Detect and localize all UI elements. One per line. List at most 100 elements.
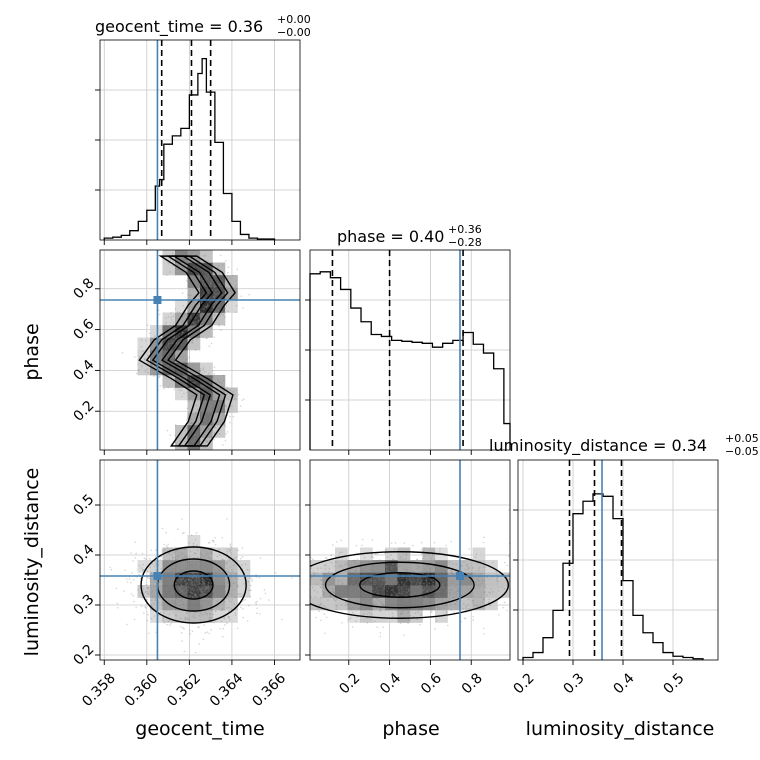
- panel-geocent_time-vs-luminosity_distance-point-850: [146, 570, 149, 572]
- panel-geocent_time-vs-luminosity_distance-point-1696: [176, 555, 179, 558]
- panel-phase-vs-luminosity_distance-point-250: [450, 540, 452, 543]
- panel-phase-vs-luminosity_distance-point-304: [371, 539, 374, 541]
- panel-geocent_time-vs-phase-density-9-3: [212, 400, 226, 413]
- panel-geocent_time-vs-luminosity_distance-point-648: [189, 591, 191, 593]
- panel-phase-vs-luminosity_distance-point-586: [432, 581, 435, 583]
- panel-phase-vs-luminosity_distance-point-1664: [308, 574, 310, 576]
- panel-geocent_time-vs-luminosity_distance-point-1632: [229, 571, 232, 574]
- panel-geocent_time-vs-luminosity_distance-point-1240: [219, 627, 222, 630]
- panel-geocent_time-vs-luminosity_distance-point-1562: [196, 595, 198, 598]
- panel-geocent_time-vs-luminosity_distance-point-1958: [172, 579, 174, 582]
- panel-phase-vs-luminosity_distance-point-2118: [408, 579, 411, 582]
- panel-phase-vs-luminosity_distance-density-2-6: [335, 572, 348, 586]
- panel-geocent_time-vs-luminosity_distance-point-592: [182, 564, 185, 567]
- panel-geocent_time-vs-luminosity_distance-point-290: [255, 603, 258, 606]
- panel-phase-vs-luminosity_distance-point-34: [415, 581, 418, 584]
- panel-geocent_time-vs-phase-point-1896: [202, 372, 204, 375]
- panel-geocent_time-vs-luminosity_distance-point-492: [202, 581, 205, 583]
- panel-geocent_time-vs-luminosity_distance-point-1720: [169, 551, 171, 554]
- panel-phase-vs-luminosity_distance-point-1146: [472, 567, 474, 569]
- panel-geocent_time-vs-luminosity_distance-point-664: [202, 599, 204, 602]
- hist-geocent_time-steps: [103, 58, 276, 240]
- panel-geocent_time-vs-phase-point-520: [150, 373, 152, 376]
- panel-geocent_time-vs-luminosity_distance-point-1964: [130, 593, 133, 595]
- panel-geocent_time-vs-phase-point-1812: [201, 422, 204, 425]
- panel-geocent_time-vs-luminosity_distance-point-1356: [207, 541, 210, 544]
- panel-phase-vs-luminosity_distance-point-1810: [331, 561, 333, 564]
- panel-geocent_time-vs-luminosity_distance-point-1584: [207, 599, 209, 602]
- panel-geocent_time-vs-luminosity_distance-point-324: [115, 587, 118, 590]
- panel-geocent_time-vs-phase-point-926: [182, 360, 185, 363]
- panel-phase-vs-luminosity_distance-point-1260: [385, 560, 388, 563]
- panel-geocent_time-vs-luminosity_distance-point-130: [237, 593, 239, 595]
- panel-geocent_time-vs-luminosity_distance-point-510: [221, 537, 224, 539]
- panel-geocent_time-vs-phase-point-806: [185, 376, 187, 379]
- panel-geocent_time-vs-luminosity_distance-point-1492: [180, 598, 183, 601]
- panel-geocent_time-vs-phase-point-1478: [212, 402, 215, 405]
- panel-geocent_time-vs-phase-point-152: [172, 324, 174, 326]
- panel-geocent_time-vs-luminosity_distance-point-1448: [163, 571, 165, 574]
- panel-phase-vs-luminosity_distance-point-1684: [417, 603, 420, 606]
- panel-phase-vs-luminosity_distance-point-1452: [431, 583, 434, 586]
- panel-phase-vs-luminosity_distance-point-848: [437, 565, 439, 568]
- panel-phase-vs-luminosity_distance-point-740: [483, 633, 485, 635]
- panel-geocent_time-vs-phase-point-430: [235, 290, 237, 292]
- panel-phase-vs-luminosity_distance-point-1058: [379, 610, 382, 612]
- panel-geocent_time-vs-luminosity_distance-point-840: [211, 539, 214, 542]
- panel-geocent_time-vs-phase-point-2072: [191, 321, 194, 324]
- panel-phase-vs-luminosity_distance-point-1748: [312, 571, 315, 574]
- panel-geocent_time-vs-luminosity_distance-point-78: [180, 604, 183, 606]
- panel-geocent_time-vs-luminosity_distance-point-1182: [171, 582, 173, 585]
- panel-geocent_time-vs-phase-density-5-14: [162, 262, 176, 276]
- panel-phase-vs-luminosity_distance-point-1568: [415, 583, 418, 586]
- hist-luminosity_distance-xtick-label-1: 0.3: [561, 670, 588, 697]
- panel-phase-vs-luminosity_distance-point-832: [384, 588, 386, 590]
- panel-phase-vs-luminosity_distance-point-1998: [463, 617, 466, 619]
- panel-geocent_time-vs-luminosity_distance-point-322: [214, 536, 216, 539]
- panel-geocent_time-vs-luminosity_distance-point-634: [229, 558, 231, 561]
- panel-geocent_time-vs-phase-point-946: [181, 332, 184, 334]
- panel-phase-vs-luminosity_distance-point-468: [418, 588, 421, 591]
- panel-geocent_time-vs-luminosity_distance-point-1408: [204, 587, 207, 589]
- panel-geocent_time-vs-phase-point-1990: [198, 274, 201, 277]
- panel-geocent_time-vs-luminosity_distance-density-6-8: [175, 547, 188, 561]
- panel-geocent_time-vs-luminosity_distance-point-34: [202, 638, 205, 641]
- panel-phase-vs-luminosity_distance-point-2066: [430, 578, 432, 581]
- panel-geocent_time-vs-luminosity_distance-point-996: [233, 602, 235, 605]
- panel-geocent_time-vs-luminosity_distance-point-1318: [259, 557, 262, 559]
- panel-geocent_time-vs-luminosity_distance-point-2128: [171, 567, 173, 570]
- panel-phase-vs-luminosity_distance-point-520: [416, 567, 418, 570]
- panel-geocent_time-vs-phase-point-1430: [195, 338, 197, 340]
- panel-geocent_time-vs-luminosity_distance-point-228: [123, 590, 125, 592]
- panel-geocent_time-vs-luminosity_distance-point-862: [191, 587, 194, 590]
- panel-geocent_time-vs-luminosity_distance-point-180: [149, 577, 151, 580]
- panel-phase-vs-luminosity_distance-point-2162: [267, 578, 269, 580]
- panel-phase-vs-luminosity_distance-point-1400: [328, 584, 330, 586]
- panel-geocent_time-vs-luminosity_distance-point-1880: [181, 552, 183, 555]
- panel-phase-vs-luminosity_distance-point-1100: [430, 579, 433, 582]
- panel-geocent_time-vs-phase-point-1844: [152, 373, 155, 376]
- panel-phase-vs-luminosity_distance-point-2198: [417, 593, 420, 596]
- panel-geocent_time-vs-luminosity_distance-point-1602: [210, 582, 213, 584]
- panel-phase-vs-luminosity_distance-point-1488: [410, 598, 413, 600]
- panel-geocent_time-vs-luminosity_distance-point-1524: [182, 591, 184, 593]
- panel-phase-vs-luminosity_distance-point-840: [434, 591, 437, 594]
- panel-phase-vs-luminosity_distance-point-1610: [398, 588, 401, 591]
- panel-phase-vs-luminosity_distance-point-1272: [270, 590, 272, 592]
- panel-geocent_time-vs-luminosity_distance-point-680: [204, 632, 207, 634]
- panel-geocent_time-vs-phase-point-492: [198, 315, 200, 318]
- panel-phase-vs-luminosity_distance-point-1122: [362, 598, 365, 600]
- panel-geocent_time-vs-phase-point-1160: [199, 384, 201, 387]
- panel-geocent_time-vs-phase-point-1980: [218, 403, 221, 406]
- panel-geocent_time-vs-luminosity_distance-point-194: [179, 578, 181, 581]
- panel-geocent_time-vs-luminosity_distance-point-344: [202, 593, 204, 596]
- panel-geocent_time-vs-luminosity_distance-point-636: [195, 532, 198, 534]
- panel-geocent_time-vs-luminosity_distance-point-150: [212, 613, 214, 616]
- panel-phase-vs-luminosity_distance-point-1484: [308, 578, 310, 580]
- panel-phase-vs-luminosity_distance-point-2038: [465, 605, 468, 607]
- panel-geocent_time-vs-phase-point-1978: [207, 394, 210, 397]
- panel-phase-vs-luminosity_distance-point-1880: [360, 593, 363, 596]
- panel-geocent_time-vs-phase-point-2160: [163, 339, 165, 342]
- panel-phase-vs-luminosity_distance-point-804: [396, 595, 399, 597]
- panel-geocent_time-vs-luminosity_distance-point-970: [182, 591, 185, 594]
